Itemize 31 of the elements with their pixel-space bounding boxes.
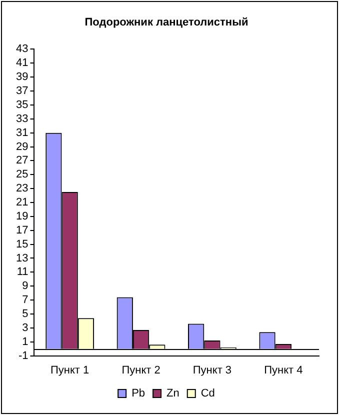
y-tick-label: 23: [16, 182, 28, 195]
legend-label: Zn: [166, 388, 180, 400]
y-tick-label: 9: [22, 280, 28, 292]
y-tick-label: 1: [22, 336, 28, 348]
y-tick-label: 37: [16, 85, 28, 98]
y-tick-label: 19: [16, 210, 28, 222]
y-tick-label: 43: [16, 43, 28, 56]
y-tick-label: 31: [16, 126, 28, 139]
y-tick-label: 11: [16, 266, 28, 278]
legend-label: Pb: [132, 388, 146, 400]
y-tick-label: 41: [16, 57, 28, 70]
y-tick-label: 35: [16, 98, 28, 111]
y-tick-label: 25: [16, 168, 28, 181]
x-tick-label: Пункт 3: [192, 364, 232, 376]
y-tick-label: 13: [16, 252, 28, 264]
y-tick-label: 3: [22, 322, 28, 334]
y-tick-label: 15: [16, 238, 28, 250]
y-tick-label: 29: [16, 140, 28, 153]
y-tick-label: 33: [16, 112, 28, 125]
y-tick-label: 5: [22, 308, 28, 320]
x-tick-label: Пункт 1: [50, 364, 90, 376]
x-tick-label: Пункт 4: [264, 364, 303, 376]
y-tick-label: -1: [18, 350, 28, 362]
y-tick-label: 21: [16, 196, 28, 209]
y-tick-label: 27: [16, 154, 28, 167]
y-tick-label: 17: [16, 224, 28, 236]
y-tick-label: 7: [22, 294, 28, 306]
x-tick-label: Пункт 2: [122, 364, 160, 376]
chart-title: Подорожник ланцетолистный: [84, 16, 248, 29]
y-tick-label: 39: [16, 71, 28, 84]
legend-label: Cd: [200, 388, 215, 400]
